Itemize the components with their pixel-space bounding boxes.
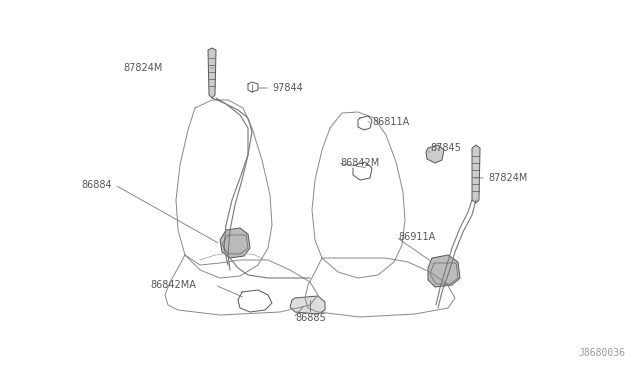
Text: 86811A: 86811A <box>372 117 409 127</box>
Polygon shape <box>428 255 460 287</box>
Text: 86842MA: 86842MA <box>150 280 196 290</box>
Text: 87824M: 87824M <box>124 63 163 73</box>
Text: 97844: 97844 <box>272 83 303 93</box>
Text: J8680036: J8680036 <box>578 348 625 358</box>
Text: 87824M: 87824M <box>488 173 527 183</box>
Polygon shape <box>426 145 444 163</box>
Polygon shape <box>208 48 216 98</box>
Polygon shape <box>290 296 325 314</box>
Polygon shape <box>220 228 250 258</box>
Text: 86842M: 86842M <box>340 158 380 168</box>
Text: 86911A: 86911A <box>398 232 435 242</box>
Polygon shape <box>472 145 480 203</box>
Text: 86885: 86885 <box>295 313 326 323</box>
Text: 87845: 87845 <box>430 143 461 153</box>
Text: 86884: 86884 <box>81 180 112 190</box>
